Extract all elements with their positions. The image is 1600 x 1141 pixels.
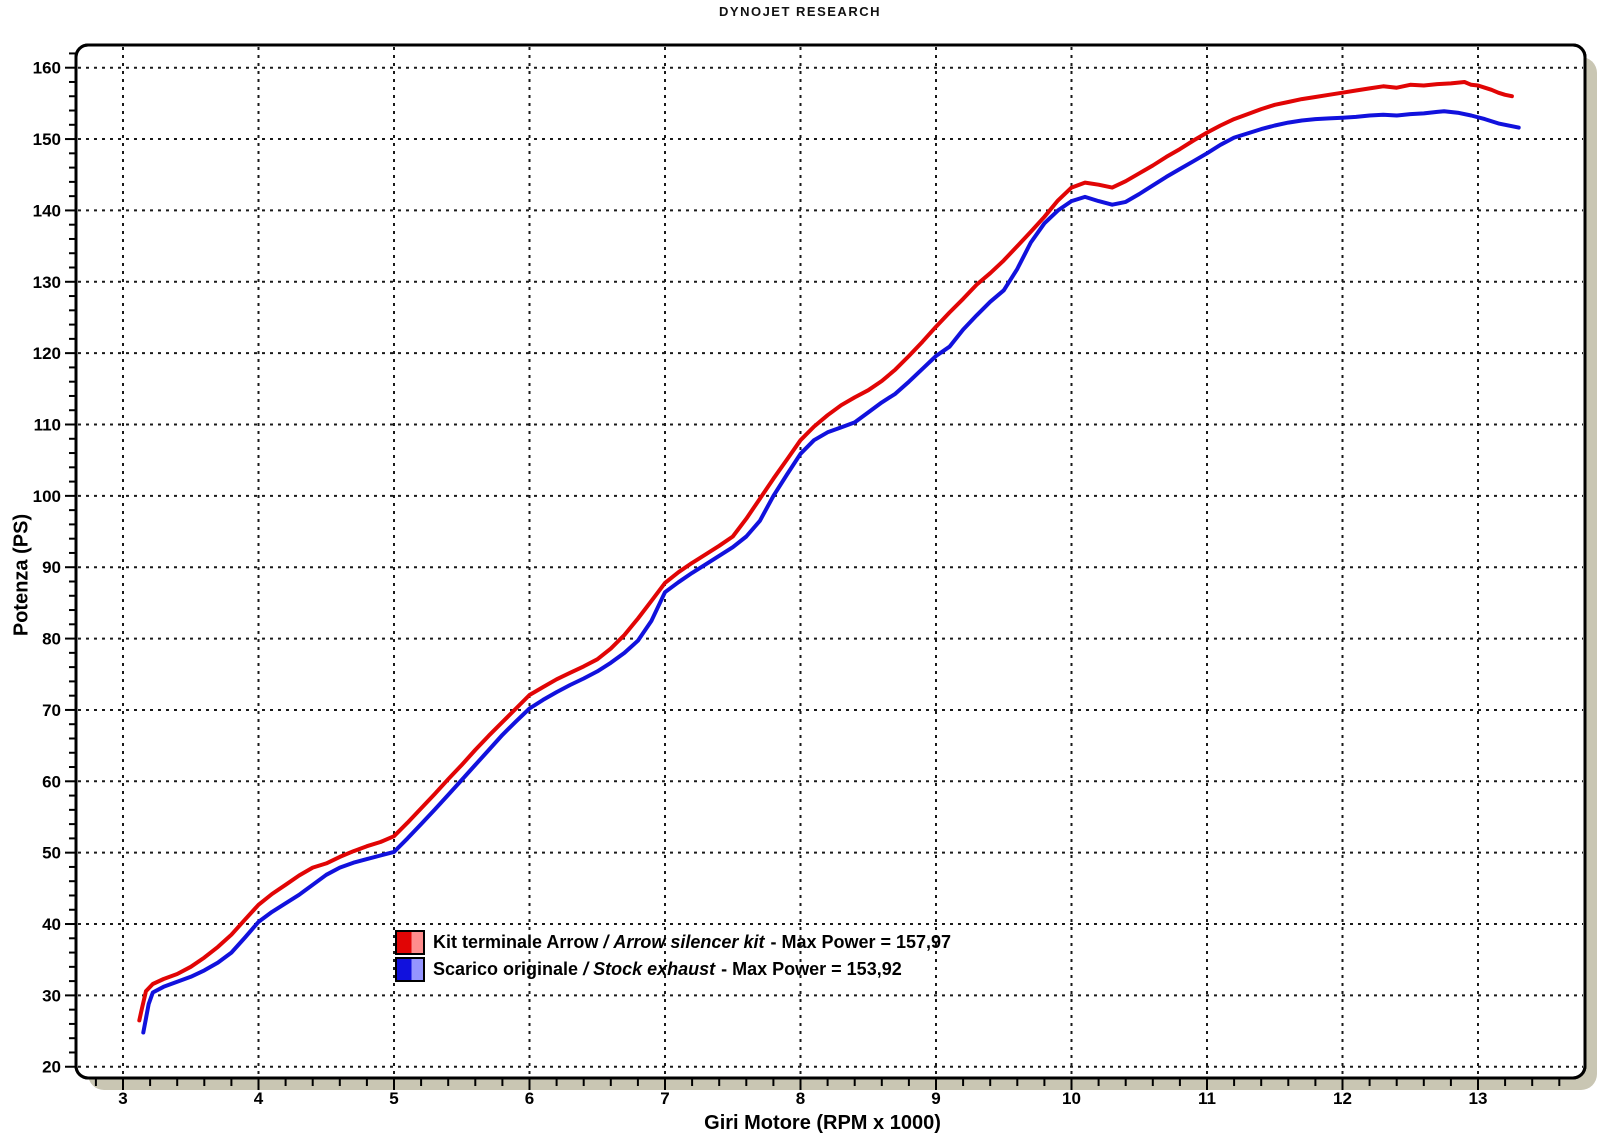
x-tick-label: 4 — [254, 1089, 264, 1108]
gridlines — [78, 47, 1583, 1076]
axis-tick-labels: 3 4 5 6 7 8 9 10 11 12 13 20 30 40 50 60 70 80 90 100 110 120… — [33, 59, 1488, 1108]
x-axis-title: Giri Motore (RPM x 1000) — [704, 1112, 941, 1134]
x-tick-label: 13 — [1469, 1089, 1488, 1108]
y-tick-label: 150 — [33, 130, 61, 149]
y-tick-label: 120 — [33, 344, 61, 363]
y-tick-label: 140 — [33, 201, 61, 220]
y-tick-label: 70 — [42, 701, 61, 720]
x-tick-label: 11 — [1198, 1089, 1216, 1108]
x-tick-label: 5 — [389, 1089, 398, 1108]
plot-border — [74, 43, 1587, 1080]
y-tick-label: 130 — [33, 273, 61, 292]
x-tick-label: 10 — [1062, 1089, 1081, 1108]
y-tick-label: 100 — [33, 487, 61, 506]
legend-swatch-arrow-kit — [395, 930, 425, 955]
y-axis-title: Potenza (PS) — [10, 513, 33, 637]
x-tick-label: 7 — [660, 1089, 669, 1108]
x-tick-label: 9 — [931, 1089, 940, 1108]
y-tick-label: 40 — [42, 915, 61, 934]
series-stock-curve — [141, 109, 1521, 1035]
x-tick-label: 12 — [1333, 1089, 1352, 1108]
legend-item-stock: Scarico originale / Stock exhaust - Max Pow… — [395, 956, 951, 983]
y-tick-label: 160 — [33, 59, 61, 78]
chart-title: DYNOJET RESEARCH — [719, 4, 881, 19]
legend-swatch-stock-exhaust — [395, 957, 425, 982]
power-curves — [137, 80, 1521, 1035]
y-tick-label: 90 — [42, 558, 61, 577]
legend-label-stock-exhaust: Scarico originale / Stock exhaust - Max Pow… — [433, 959, 902, 979]
y-tick-label: 60 — [42, 772, 61, 791]
y-tick-label: 50 — [42, 844, 61, 863]
y-tick-label: 80 — [42, 630, 61, 649]
legend-label-arrow-kit: Kit terminale Arrow / Arrow silencer kit - … — [433, 932, 952, 952]
x-tick-label: 6 — [525, 1089, 534, 1108]
axis-ticks — [65, 52, 1561, 1090]
series-arrow-curve — [137, 80, 1514, 1023]
y-tick-label: 20 — [42, 1058, 61, 1077]
y-tick-label: 110 — [34, 416, 61, 435]
x-tick-label: 8 — [796, 1089, 805, 1108]
y-tick-label: 30 — [42, 986, 61, 1005]
plot-border-line — [74, 43, 1587, 1080]
legend: Kit terminale Arrow / Arrow silencer kit - … — [395, 929, 951, 983]
legend-item-arrow: Kit terminale Arrow / Arrow silencer kit - … — [395, 929, 951, 956]
x-tick-label: 3 — [118, 1089, 127, 1108]
